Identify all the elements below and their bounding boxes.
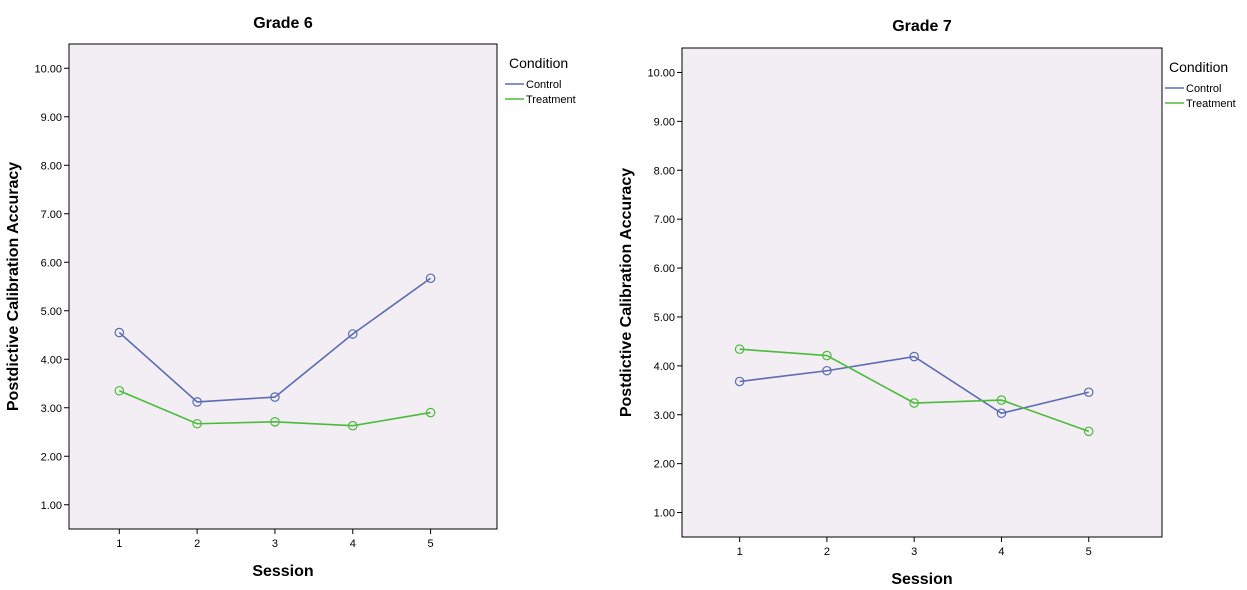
x-tick-label: 2	[194, 538, 200, 550]
data-point-treatment	[996, 395, 1007, 405]
data-point-control	[347, 329, 358, 339]
y-tick-label: 6.00	[41, 257, 62, 269]
series-line-control	[118, 277, 432, 403]
chart-panel-1: Grade 6 1.00 2.00 3.00 4.00 5.00 6.00 7.00 8.00 9…	[5, 15, 576, 580]
y-tick-label: 10.00	[34, 63, 62, 75]
y-tick-label: 5.00	[654, 312, 675, 324]
x-axis-label: Session	[891, 571, 952, 588]
series-line-treatment	[118, 390, 431, 427]
data-point-treatment	[114, 385, 125, 396]
y-tick-label: 5.00	[41, 306, 62, 318]
y-tick-label: 8.00	[654, 165, 675, 177]
legend-entry-treatment: Treatment	[526, 94, 576, 106]
y-tick-label: 6.00	[654, 263, 675, 275]
y-tick-label: 7.00	[654, 214, 675, 226]
data-point-control	[909, 351, 919, 362]
x-tick-label: 5	[1086, 546, 1092, 558]
plot-area	[681, 47, 1163, 538]
y-tick-label: 2.00	[41, 451, 62, 463]
data-point-treatment	[192, 418, 202, 429]
series-line-treatment	[739, 348, 1089, 433]
x-tick-label: 4	[998, 546, 1004, 558]
series-line-control	[739, 355, 1089, 415]
y-tick-label: 3.00	[654, 410, 675, 422]
y-tick-label: 4.00	[654, 361, 675, 373]
data-point-control	[270, 392, 280, 402]
legend-title: Condition	[1169, 59, 1228, 75]
legend-title: Condition	[509, 55, 568, 71]
x-tick-label: 3	[272, 538, 278, 550]
legend-entry-control: Control	[526, 79, 561, 91]
legend-entry-treatment: Treatment	[1186, 98, 1236, 110]
data-point-control	[822, 365, 832, 376]
y-tick-label: 1.00	[654, 508, 675, 520]
y-tick-label: 1.00	[41, 500, 62, 512]
y-tick-label: 7.00	[41, 209, 62, 221]
data-point-control	[192, 397, 202, 407]
y-tick-label: 3.00	[41, 403, 62, 415]
data-point-control	[1083, 387, 1094, 398]
data-point-treatment	[822, 350, 832, 361]
y-tick-label: 8.00	[41, 160, 62, 172]
y-tick-label: 2.00	[654, 459, 675, 471]
data-point-control	[996, 408, 1007, 419]
data-point-control	[425, 273, 436, 284]
data-point-control	[734, 376, 745, 387]
legend-entry-control: Control	[1186, 83, 1221, 95]
data-point-treatment	[347, 420, 358, 431]
plot-area	[68, 43, 498, 530]
y-tick-label: 4.00	[41, 354, 62, 366]
x-tick-label: 4	[350, 538, 356, 550]
chart-panel-2: Grade 7 1.00 2.00 3.00 4.00 5.00 6.00 7.00 8.00 9…	[618, 18, 1236, 588]
data-point-control	[114, 327, 125, 338]
data-point-treatment	[270, 417, 280, 427]
y-tick-label: 9.00	[41, 112, 62, 124]
data-point-treatment	[909, 398, 919, 408]
chart-title: Grade 6	[253, 15, 313, 32]
x-tick-label: 5	[428, 538, 434, 550]
chart-title: Grade 7	[892, 18, 952, 35]
y-tick-label: 10.00	[647, 67, 675, 79]
x-axis-label: Session	[252, 563, 313, 580]
x-tick-label: 3	[911, 546, 917, 558]
data-point-treatment	[734, 344, 745, 355]
x-tick-label: 1	[116, 538, 122, 550]
data-point-treatment	[425, 407, 436, 418]
y-axis-label: Postdictive Calibration Accuracy	[618, 168, 635, 417]
data-point-treatment	[1083, 426, 1094, 437]
y-tick-label: 9.00	[654, 116, 675, 128]
x-tick-label: 1	[737, 546, 743, 558]
y-axis-label: Postdictive Calibration Accuracy	[5, 162, 22, 411]
x-tick-label: 2	[824, 546, 830, 558]
